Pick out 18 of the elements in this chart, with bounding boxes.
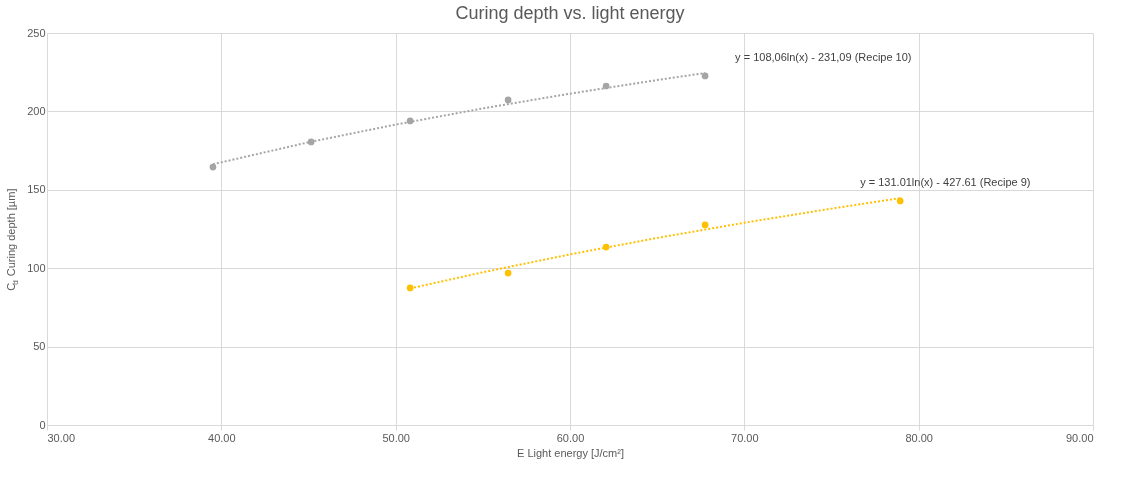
y-tick-label: 100 (27, 261, 46, 274)
x-tick-label: 60.00 (556, 431, 585, 444)
y-tick-label: 150 (27, 183, 46, 196)
x-axis-title: E Light energy [J/cm²] (517, 446, 624, 459)
annotation: y = 108,06ln(x) - 231,09 (Recipe 10) (735, 50, 912, 63)
x-tick-label: 50.00 (382, 431, 410, 444)
x-tick-label: 40.00 (208, 431, 236, 444)
chart-title: Curing depth vs. light energy (455, 3, 685, 23)
y-tick-label: 250 (27, 26, 46, 39)
x-tick-label: 70.00 (731, 431, 759, 444)
y-tick-label: 0 (39, 418, 46, 431)
x-tick-label: 80.00 (905, 431, 933, 444)
y-tick-label: 50 (33, 340, 46, 353)
x-tick-label: 30.00 (47, 431, 76, 444)
annotation: y = 131.01ln(x) - 427.61 (Recipe 9) (860, 176, 1031, 189)
y-axis-title: Cd Curing depth [µm] (5, 188, 20, 291)
y-tick-label: 200 (27, 104, 46, 117)
x-tick-label: 90.00 (1065, 431, 1094, 444)
